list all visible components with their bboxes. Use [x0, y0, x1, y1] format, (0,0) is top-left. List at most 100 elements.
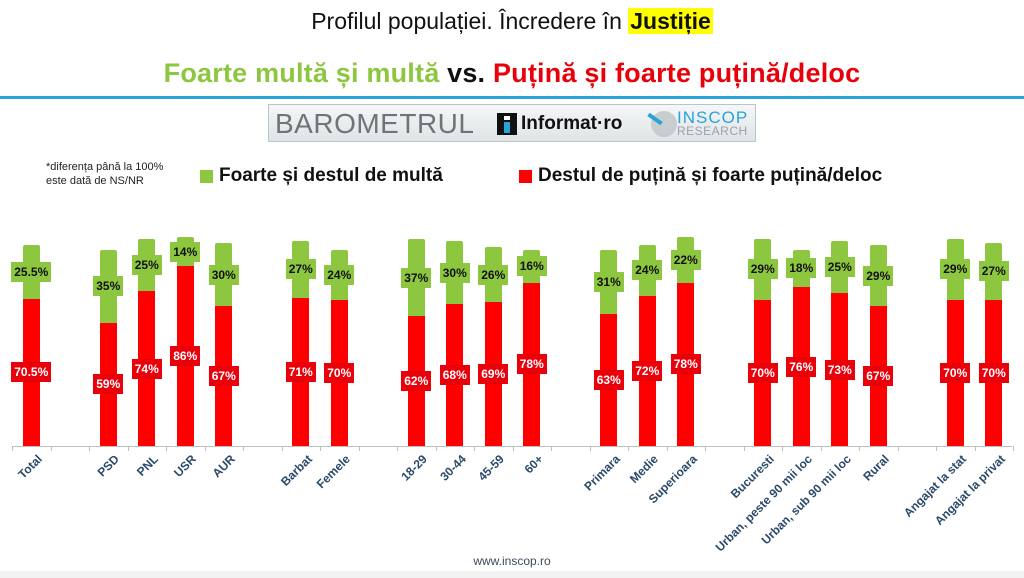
x-axis-tick — [435, 446, 437, 451]
footer-bar — [0, 571, 1024, 578]
sponsor-banner: BAROMETRUL Informat·ro INSCOP RESEARCH — [268, 104, 756, 142]
data-label-red: 68% — [439, 364, 470, 385]
x-axis-tick — [166, 446, 167, 451]
x-axis-category-label: Rural — [860, 452, 893, 484]
data-label-green: 14% — [170, 241, 201, 262]
data-label-red: 78% — [516, 354, 547, 375]
x-axis-category-label: Barbat — [277, 452, 315, 489]
x-axis-tick — [782, 446, 783, 451]
title-highlight: Justiție — [628, 8, 713, 34]
x-axis-tick — [936, 446, 937, 451]
data-label-red: 78% — [670, 354, 701, 375]
data-label-red: 59% — [93, 374, 124, 395]
data-label-green: 27% — [978, 261, 1009, 282]
data-label-red: 72% — [632, 360, 663, 381]
x-axis-tick — [974, 446, 976, 451]
subtitle-green: Foarte multă și multă — [163, 58, 440, 88]
chart-title: Profilul populației. Încredere în Justiț… — [0, 8, 1024, 35]
legend-swatch-green-icon — [200, 169, 213, 183]
x-axis-category-label: Primara — [581, 452, 623, 494]
data-label-red: 67% — [208, 365, 239, 386]
data-label-green: 30% — [208, 264, 239, 285]
legend-item-red: Destul de puțină și foarte puțină/deloc — [519, 165, 882, 187]
data-label-green: 25% — [824, 257, 855, 278]
footnote-line1: *diferența până la 100% — [46, 161, 164, 173]
data-label-red: 63% — [593, 370, 624, 391]
legend-label-green: Foarte și destul de multă — [219, 165, 443, 186]
x-axis-tick — [551, 446, 552, 451]
x-axis-tick — [204, 446, 206, 451]
barometrul-logo-text: BAROMETRUL — [275, 108, 475, 139]
legend-swatch-red-icon — [519, 169, 532, 183]
data-label-green: 27% — [285, 259, 316, 280]
data-label-red: 69% — [478, 363, 509, 384]
data-label-red: 62% — [401, 371, 432, 392]
data-label-green: 30% — [439, 262, 470, 283]
title-prefix: Profilul populației. Încredere în — [311, 8, 629, 34]
x-axis-tick — [89, 446, 90, 451]
data-label-green: 24% — [632, 260, 663, 281]
x-axis-tick — [358, 446, 360, 451]
x-axis-category-label: 45-59 — [475, 452, 508, 484]
informat-logo-icon — [497, 113, 517, 135]
data-label-green: 24% — [324, 264, 355, 285]
legend-item-green: Foarte și destul de multă — [200, 165, 443, 187]
x-axis — [12, 446, 1012, 447]
data-label-green: 29% — [940, 259, 971, 280]
data-label-red: 74% — [131, 358, 162, 379]
x-axis-tick — [397, 446, 398, 451]
x-axis-category-label: 60+ — [521, 452, 546, 477]
data-label-red: 73% — [824, 359, 855, 380]
x-axis-tick — [705, 446, 706, 451]
data-label-red: 70.5% — [11, 362, 52, 383]
subtitle-red: Puțină și foarte puțină/deloc — [492, 58, 861, 88]
subtitle-vs: vs. — [439, 58, 493, 88]
x-axis-category-label: PNL — [133, 452, 161, 479]
data-label-red: 70% — [324, 362, 355, 383]
x-axis-tick — [666, 446, 668, 451]
x-axis-tick — [743, 446, 745, 451]
x-axis-tick — [12, 446, 13, 451]
x-axis-category-label: 18-29 — [398, 452, 431, 484]
data-label-green: 29% — [747, 259, 778, 280]
chart-subtitle: Foarte multă și multă vs. Puțină și foar… — [0, 58, 1024, 89]
legend-label-red: Destul de puțină și foarte puțină/deloc — [538, 165, 883, 186]
x-axis-category-label: USR — [171, 452, 200, 480]
data-label-red: 70% — [978, 362, 1009, 383]
footer-url: www.inscop.ro — [473, 554, 551, 568]
footnote: *diferența până la 100% este dată de NS/… — [46, 160, 163, 188]
x-axis-tick — [127, 446, 129, 451]
footnote-line2: este dată de NS/NR — [46, 175, 144, 187]
x-axis-category-label: Total — [15, 452, 46, 482]
data-label-red: 76% — [786, 356, 817, 377]
data-label-red: 71% — [285, 361, 316, 382]
inscop-logo-icon — [651, 111, 677, 137]
x-axis-tick — [628, 446, 629, 451]
data-label-red: 67% — [863, 365, 894, 386]
data-label-red: 70% — [940, 362, 971, 383]
inscop-logo-text: INSCOP — [677, 108, 749, 127]
data-label-green: 16% — [516, 256, 547, 277]
x-axis-tick — [281, 446, 283, 451]
data-label-green: 37% — [401, 267, 432, 288]
data-label-green: 25.5% — [11, 262, 52, 282]
x-axis-category-label: 30-44 — [437, 452, 469, 484]
x-axis-tick — [243, 446, 244, 451]
inscop-research-text: RESEARCH — [677, 124, 748, 138]
x-axis-category-label: Angajat la privat — [931, 452, 1008, 528]
data-label-green: 31% — [593, 271, 624, 292]
x-axis-category-label: Femele — [314, 452, 354, 492]
x-axis-tick — [320, 446, 321, 451]
x-axis-tick — [512, 446, 514, 451]
x-axis-tick — [589, 446, 591, 451]
x-axis-tick — [820, 446, 822, 451]
x-axis-category-label: Medie — [627, 452, 662, 486]
informat-logo-text: Informat·ro — [521, 113, 623, 134]
x-axis-tick — [50, 446, 52, 451]
x-axis-tick — [897, 446, 899, 451]
data-label-green: 26% — [478, 264, 509, 285]
x-axis-category-label: PSD — [94, 452, 123, 480]
header-divider — [0, 96, 1024, 99]
data-label-green: 25% — [131, 255, 162, 276]
x-axis-tick — [859, 446, 860, 451]
